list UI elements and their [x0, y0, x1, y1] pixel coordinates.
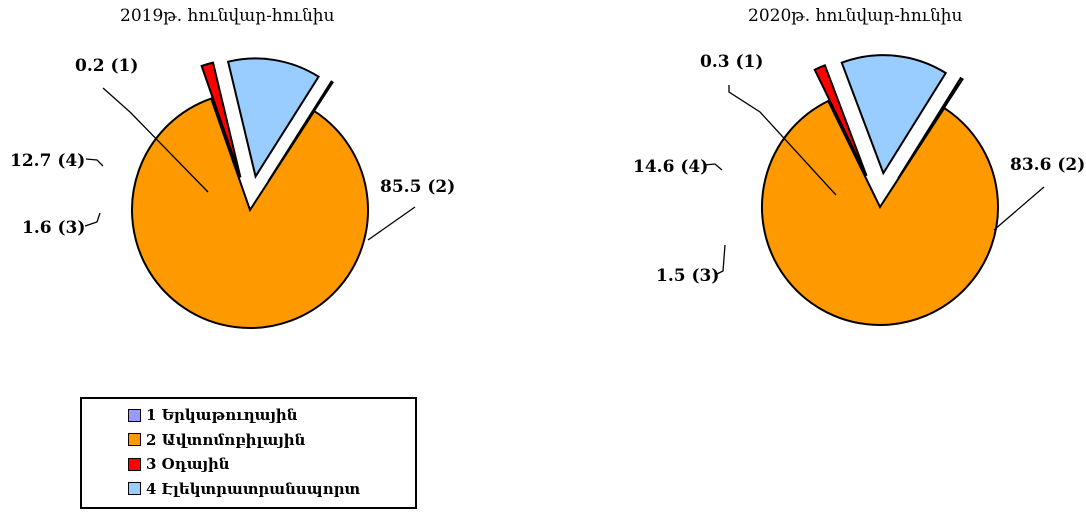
- legend-swatch: [128, 482, 141, 496]
- pie-slice-4: [840, 54, 948, 176]
- legend-swatch: [128, 433, 141, 447]
- data-label-2: 83.6 (2): [1010, 155, 1085, 175]
- data-label-3: 1.5 (3): [656, 266, 719, 286]
- data-label-3: 1.6 (3): [22, 218, 85, 238]
- data-label-4: 12.7 (4): [10, 151, 85, 171]
- legend-label: 3 Օդային: [146, 455, 230, 474]
- pie-slice-2: [761, 99, 999, 326]
- pie-slice-3: [813, 64, 868, 177]
- leader-line-3: [714, 244, 726, 276]
- legend-item-railway: 1 Երկաթուղային: [128, 403, 415, 428]
- legend-label: 4 Էլեկտրատրանսպորտ: [146, 479, 361, 498]
- legend-item-electric: 4 Էլեկտրատրանսպորտ: [128, 477, 415, 502]
- legend-item-air: 3 Օդային: [128, 452, 415, 477]
- legend-item-road: 2 Ավտոմոբիլային: [128, 428, 415, 453]
- data-label-1: 0.2 (1): [75, 56, 138, 76]
- leader-line-1: [728, 85, 837, 196]
- leader-line-3: [84, 212, 101, 227]
- chart-title-2020: 2020թ. հունվար-հունիս: [748, 6, 963, 26]
- pie-chart-0: 0.2 (1) 85.5 (2) 1.6 (3) 12.7 (4): [10, 56, 455, 329]
- data-label-1: 0.3 (1): [700, 52, 763, 72]
- leader-line-1: [102, 87, 209, 193]
- legend-swatch: [128, 457, 141, 471]
- pie-chart-1: 0.3 (1) 83.6 (2) 1.5 (3) 14.6 (4): [633, 52, 1085, 326]
- data-label-2: 85.5 (2): [380, 177, 455, 197]
- leader-line-2: [367, 206, 416, 241]
- legend-label: 2 Ավտոմոբիլային: [146, 430, 306, 449]
- chart-title-2019: 2019թ. հունվար-հունիս: [120, 6, 335, 26]
- pie-slice-4: [226, 57, 320, 179]
- legend-swatch: [128, 408, 141, 422]
- pie-slice-1: [267, 80, 334, 182]
- leader-line-4: [703, 163, 723, 171]
- legend: 1 Երկաթուղային 2 Ավտոմոբիլային 3 Օդային …: [80, 397, 417, 509]
- pie-charts: 0.2 (1) 85.5 (2) 1.6 (3) 12.7 (4) 0.3 (1) 83.…: [10, 52, 1085, 329]
- leader-line-2: [993, 186, 1045, 231]
- pie-slice-1: [897, 76, 964, 179]
- data-label-4: 14.6 (4): [633, 157, 708, 177]
- pie-slice-2: [131, 97, 369, 329]
- leader-line-4: [85, 158, 104, 167]
- pie-slice-3: [200, 61, 242, 178]
- legend-label: 1 Երկաթուղային: [146, 406, 298, 425]
